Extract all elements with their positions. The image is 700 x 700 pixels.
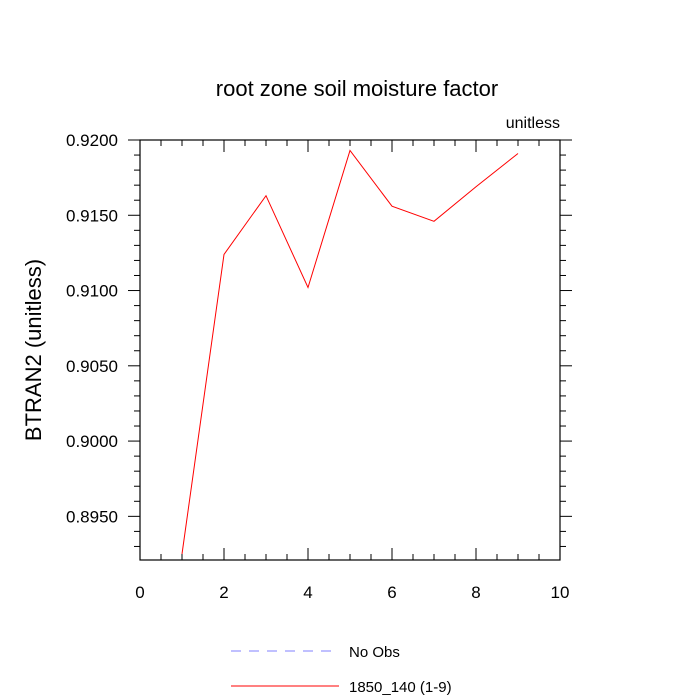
axes: 0 2 4 6 8 10 0.8950 0.9000 0.9050 0.9100 0.9150 0.9…: [66, 131, 572, 602]
units-label: unitless: [506, 115, 560, 132]
y-tick-label: 0.9150: [66, 206, 118, 225]
y-tick-label: 0.9050: [66, 357, 118, 376]
y-tick-label: 0.8950: [66, 507, 118, 526]
x-tick-label: 4: [303, 583, 312, 602]
x-tick-label: 10: [551, 583, 570, 602]
x-tick-label: 0: [135, 583, 144, 602]
y-axis-label: BTRAN2 (unitless): [21, 259, 46, 441]
y-tick-label: 0.9200: [66, 131, 118, 150]
y-tick-label: 0.9100: [66, 282, 118, 301]
chart-title: root zone soil moisture factor: [216, 76, 498, 101]
series-line: [181, 149, 519, 555]
x-tick-label: 6: [387, 583, 396, 602]
y-tick-label: 0.9000: [66, 432, 118, 451]
legend-label: 1850_140 (1-9): [349, 679, 452, 696]
plot-series: [181, 149, 519, 555]
x-tick-label: 2: [219, 583, 228, 602]
plot-frame: [139, 139, 561, 561]
legend: No Obs 1850_140 (1-9): [231, 644, 452, 696]
x-tick-label: 8: [471, 583, 480, 602]
legend-label: No Obs: [349, 644, 400, 661]
